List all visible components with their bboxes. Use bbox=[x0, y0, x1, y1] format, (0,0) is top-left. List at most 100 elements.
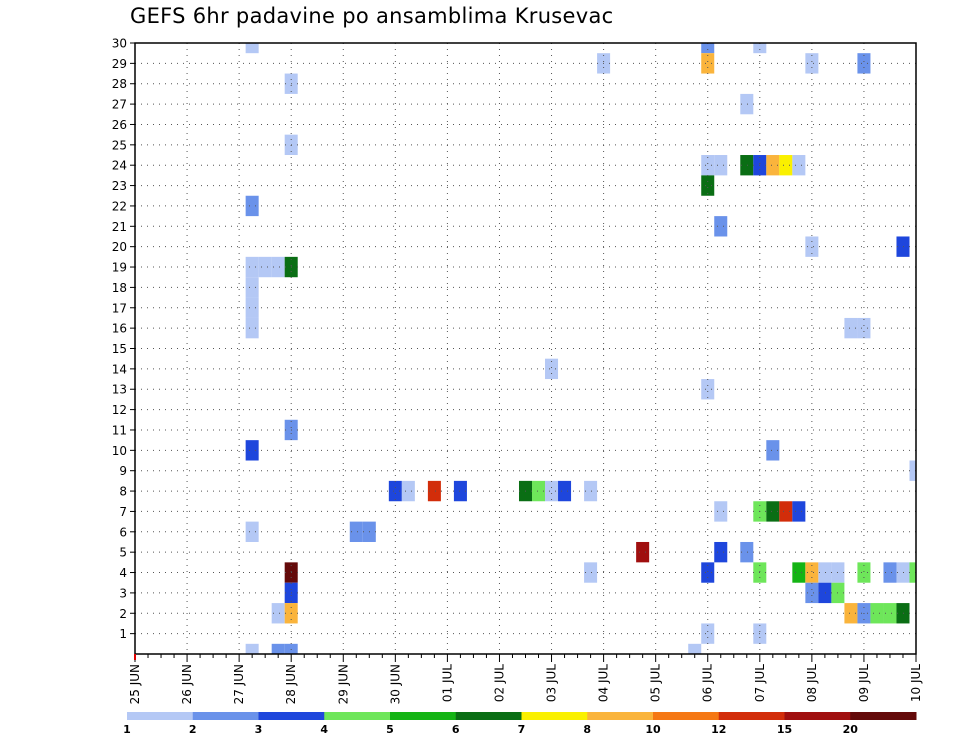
heatmap-cell bbox=[245, 43, 259, 54]
colorbar: 1 2 3 4 5 6 7 8 10 12 15 20 bbox=[123, 712, 917, 736]
heatmap-cell bbox=[701, 623, 715, 644]
heatmap-cell bbox=[284, 643, 298, 654]
heatmap-cell bbox=[245, 317, 259, 339]
colorbar-label: 8 bbox=[583, 723, 591, 736]
y-tick-label: 25 bbox=[112, 138, 127, 152]
heatmap-cell bbox=[779, 501, 793, 522]
x-tick-label: 26 JUN bbox=[180, 664, 194, 704]
y-tick-label: 20 bbox=[112, 240, 127, 254]
heatmap-cell bbox=[766, 501, 780, 522]
y-tick-label: 30 bbox=[112, 37, 127, 51]
y-tick-label: 5 bbox=[119, 546, 127, 560]
y-tick-label: 17 bbox=[112, 301, 127, 315]
colorbar-label: 10 bbox=[645, 723, 661, 736]
heatmap-cell bbox=[245, 256, 259, 278]
heatmap-cell bbox=[883, 562, 897, 583]
cells-layer bbox=[245, 43, 916, 654]
x-tick-label: 30 JUN bbox=[388, 664, 402, 704]
y-tick-label: 10 bbox=[112, 444, 127, 458]
heatmap-cell bbox=[805, 53, 819, 74]
heatmap-cell bbox=[401, 480, 415, 502]
y-tick-label: 14 bbox=[112, 362, 127, 376]
y-tick-label: 28 bbox=[112, 77, 127, 91]
colorbar-label: 12 bbox=[711, 723, 726, 736]
heatmap-cell bbox=[245, 521, 259, 542]
heatmap-cell bbox=[792, 562, 806, 583]
colorbar-label: 1 bbox=[123, 723, 131, 736]
colorbar-segment bbox=[258, 712, 325, 720]
y-tick-label: 11 bbox=[112, 423, 127, 437]
heatmap-cell bbox=[701, 379, 715, 400]
grid-layer bbox=[135, 43, 916, 654]
heatmap-cell bbox=[453, 480, 467, 502]
heatmap-cell bbox=[740, 93, 754, 115]
colorbar-segment bbox=[653, 712, 720, 720]
colorbar-label: 5 bbox=[386, 723, 394, 736]
colorbar-label: 6 bbox=[452, 723, 460, 736]
heatmap-cell bbox=[701, 175, 715, 196]
y-tick-label: 12 bbox=[112, 403, 127, 417]
chart-title: GEFS 6hr padavine po ansamblima Krusevac bbox=[130, 4, 614, 28]
heatmap-cell bbox=[245, 195, 259, 217]
colorbar-segment bbox=[587, 712, 654, 720]
heatmap-cell bbox=[245, 297, 259, 318]
heatmap-cell bbox=[740, 155, 754, 176]
x-tick-label: 28 JUN bbox=[284, 664, 298, 704]
heatmap-cell bbox=[909, 460, 916, 481]
heatmap-cell bbox=[714, 541, 728, 563]
x-tick-label: 29 JUN bbox=[336, 664, 350, 704]
heatmap-cell bbox=[271, 603, 285, 624]
y-tick-label: 13 bbox=[112, 383, 127, 397]
y-tick-label: 26 bbox=[112, 118, 127, 132]
y-tick-label: 7 bbox=[119, 505, 127, 519]
heatmap-cell bbox=[714, 216, 728, 237]
heatmap-cell bbox=[532, 480, 546, 502]
x-tick-label: 27 JUN bbox=[232, 664, 246, 704]
heatmap-cell bbox=[805, 582, 819, 604]
heatmap-cell bbox=[818, 562, 832, 583]
colorbar-segment bbox=[850, 712, 917, 720]
y-tick-label: 8 bbox=[119, 485, 127, 499]
heatmap-cell bbox=[245, 277, 259, 298]
heatmap-cell bbox=[245, 643, 259, 654]
heatmap-cell bbox=[271, 256, 285, 278]
colorbar-label: 2 bbox=[189, 723, 197, 736]
y-tick-label: 15 bbox=[112, 342, 127, 356]
heatmap-cell bbox=[792, 501, 806, 522]
colorbar-label: 20 bbox=[843, 723, 859, 736]
colorbar-label: 4 bbox=[320, 723, 328, 736]
heatmap-cell bbox=[714, 155, 728, 176]
heatmap-cell bbox=[349, 521, 363, 542]
x-tick-label: 04 JUL bbox=[597, 664, 611, 702]
x-tick-label: 03 JUL bbox=[545, 664, 559, 702]
heatmap-cell bbox=[545, 358, 559, 380]
heatmap-cell bbox=[245, 440, 259, 461]
heatmap-cell bbox=[857, 562, 871, 583]
x-tick-label: 06 JUL bbox=[701, 664, 715, 702]
x-tick-label: 08 JUL bbox=[805, 664, 819, 702]
heatmap-cell bbox=[896, 603, 910, 624]
heatmap-cell bbox=[753, 43, 767, 54]
colorbar-segment bbox=[521, 712, 588, 720]
y-tick-label: 22 bbox=[112, 199, 127, 213]
y-tick-label: 19 bbox=[112, 261, 127, 275]
y-tick-label: 16 bbox=[112, 322, 127, 336]
y-tick-label: 9 bbox=[119, 464, 127, 478]
colorbar-label: 7 bbox=[518, 723, 526, 736]
colorbar-label: 15 bbox=[777, 723, 792, 736]
y-tick-label: 1 bbox=[119, 627, 127, 641]
y-tick-label: 4 bbox=[119, 566, 127, 580]
heatmap-cell bbox=[805, 236, 819, 257]
y-tick-label: 3 bbox=[119, 586, 127, 600]
heatmap-cell bbox=[688, 643, 702, 654]
heatmap-cell bbox=[584, 480, 598, 502]
heatmap-cell bbox=[896, 562, 910, 583]
heatmap-cell bbox=[870, 603, 884, 624]
x-tick-label: 01 JUL bbox=[440, 664, 454, 702]
heatmap-cell bbox=[896, 236, 910, 257]
heatmap-cell bbox=[584, 562, 598, 583]
heatmap-cell bbox=[818, 582, 832, 604]
y-tick-label: 27 bbox=[112, 98, 127, 112]
heatmap-cell bbox=[740, 541, 754, 563]
